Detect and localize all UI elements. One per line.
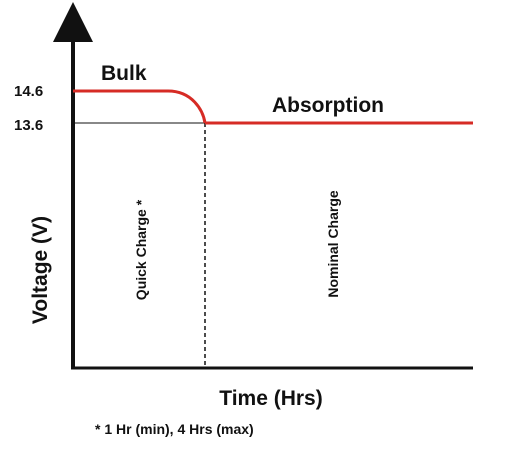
- y-tick-14-6: 14.6: [14, 83, 43, 100]
- nominal-charge-label: Nominal Charge: [325, 190, 341, 298]
- x-axis-label: Time (Hrs): [219, 387, 322, 410]
- bulk-label: Bulk: [101, 62, 147, 85]
- absorption-label: Absorption: [272, 94, 384, 117]
- quick-charge-label: Quick Charge *: [133, 199, 149, 300]
- footnote: * 1 Hr (min), 4 Hrs (max): [95, 421, 254, 437]
- y-tick-13-6: 13.6: [14, 117, 43, 134]
- bulk-series-line: [73, 89, 207, 124]
- y-axis-label: Voltage (V): [29, 216, 52, 324]
